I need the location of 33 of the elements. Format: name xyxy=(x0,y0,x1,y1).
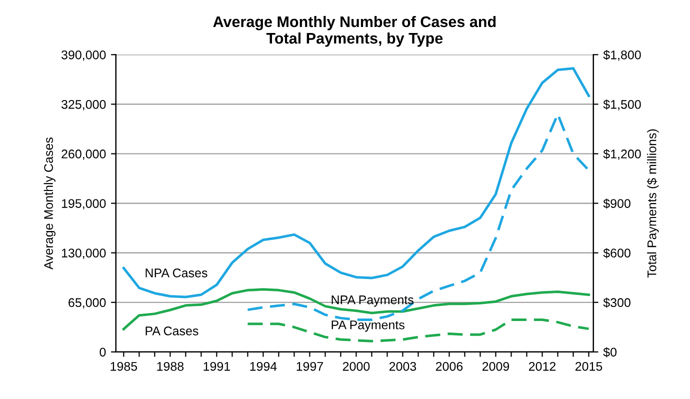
y-tick-label: 195,000 xyxy=(62,199,106,210)
x-tick-label: 2000 xyxy=(342,362,370,371)
y-tick-label: 65,000 xyxy=(68,298,106,309)
y-tick-label: 130,000 xyxy=(62,248,106,259)
x-tick-label: 1985 xyxy=(110,362,138,371)
y2-tick-label: $600 xyxy=(603,248,630,258)
y2-tick-label: $0 xyxy=(603,347,617,358)
y-tick-label: 260,000 xyxy=(62,150,106,160)
y-tick-label: 390,000 xyxy=(61,50,106,61)
y2-tick-label: $900 xyxy=(603,198,630,209)
x-tick-label: 1988 xyxy=(157,362,184,371)
x-tick-label: 2009 xyxy=(482,362,510,371)
x-tick-label: 2006 xyxy=(436,362,463,371)
chart-title: Average Monthly Number of Cases and Total Payments, by Type xyxy=(213,16,496,47)
x-tick-label: 1997 xyxy=(296,362,323,371)
x-tick-label: 1991 xyxy=(204,362,230,371)
series-label: NPA Cases xyxy=(146,268,208,278)
series-label: PA Cases xyxy=(146,326,198,336)
x-tick-label: 2003 xyxy=(389,362,416,371)
x-tick-label: 2012 xyxy=(528,362,556,371)
y2-tick-label: $1,200 xyxy=(603,149,641,160)
x-tick-label: 1994 xyxy=(250,362,277,371)
x-tick-label: 2015 xyxy=(575,362,602,371)
y2-axis-title: Total Payments ($ millions) xyxy=(646,129,659,278)
series-label: NPA Payments xyxy=(332,296,414,307)
y-tick-label: 325,000 xyxy=(61,100,106,110)
y-tick-label: 0 xyxy=(100,348,106,357)
y2-tick-label: $1,500 xyxy=(603,99,641,110)
y-axis-title: Average Monthly Cases xyxy=(44,137,56,270)
y2-tick-label: $300 xyxy=(603,298,630,308)
y2-tick-label: $1,800 xyxy=(603,50,641,61)
series-label: PA Payments xyxy=(332,320,404,332)
line-series xyxy=(246,318,590,342)
